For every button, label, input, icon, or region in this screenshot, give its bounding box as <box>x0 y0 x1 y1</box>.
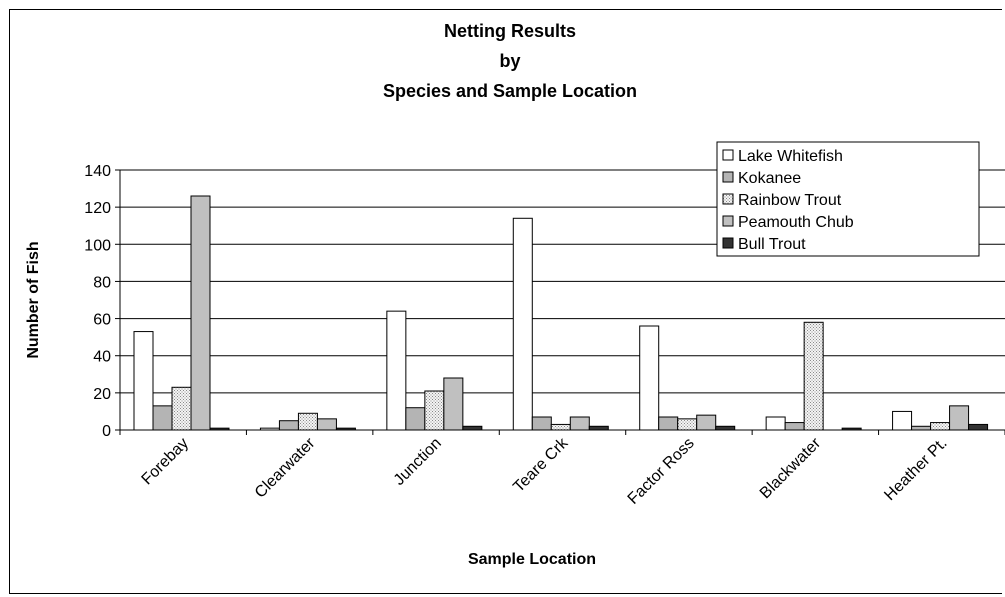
bar-kokanee-3 <box>531 416 552 431</box>
bar-peamouth-chub-1 <box>316 418 337 431</box>
legend-label: Kokanee <box>738 170 801 187</box>
bar-bull-trout-4 <box>715 425 736 431</box>
x-tick-label: Clearwater <box>252 434 319 501</box>
axes <box>119 170 1005 435</box>
x-tick-labels: Forebay Clearwater Junction Teare Crk Factor… <box>139 434 951 508</box>
legend-swatch <box>722 237 734 249</box>
bar-peamouth-chub-0 <box>190 195 211 431</box>
bar-rainbow-trout-3 <box>550 423 571 431</box>
bar-peamouth-chub-4 <box>696 414 717 431</box>
y-tick-labels: 0 20 40 60 80 100 120 140 <box>84 163 111 440</box>
bar-rainbow-trout-0 <box>171 386 192 431</box>
bar-lake-whitefish-0 <box>133 331 154 431</box>
legend-swatch <box>722 193 734 205</box>
bar-lake-whitefish-5 <box>765 416 786 431</box>
y-tick-label: 20 <box>93 386 111 403</box>
x-tick-label: Junction <box>391 435 445 489</box>
bar-bull-trout-2 <box>462 425 483 431</box>
bar-kokanee-0 <box>152 405 173 431</box>
bar-rainbow-trout-6 <box>930 422 951 431</box>
bar-peamouth-chub-2 <box>443 377 464 431</box>
legend-swatch <box>722 215 734 227</box>
y-tick-label: 140 <box>84 163 111 180</box>
y-tick-label: 100 <box>84 237 111 254</box>
legend-label: Rainbow Trout <box>738 192 842 209</box>
legend-swatch <box>722 171 734 183</box>
y-tick-label: 80 <box>93 274 111 291</box>
bar-lake-whitefish-6 <box>892 410 913 431</box>
x-tick-label: Forebay <box>139 435 193 489</box>
bar-peamouth-chub-3 <box>569 416 590 431</box>
y-tick-label: 0 <box>102 423 111 440</box>
y-tick-label: 40 <box>93 349 111 366</box>
chart-title-line-1: Netting Results <box>444 21 576 41</box>
x-tick-label: Heather Pt. <box>881 435 950 504</box>
bar-rainbow-trout-5 <box>803 321 824 431</box>
bar-lake-whitefish-2 <box>386 310 407 431</box>
bar-lake-whitefish-3 <box>512 217 533 431</box>
chart-title-line-3: Species and Sample Location <box>383 81 637 101</box>
chart-frame <box>9 9 1002 594</box>
bar-kokanee-1 <box>278 420 299 431</box>
bar-kokanee-5 <box>784 422 805 431</box>
x-tick-label: Factor Ross <box>625 435 698 508</box>
x-axis-title: Sample Location <box>468 551 596 568</box>
bar-kokanee-6 <box>911 425 932 431</box>
x-tick-label: Teare Crk <box>510 434 572 496</box>
legend-label: Bull Trout <box>738 236 806 253</box>
bar-kokanee-2 <box>405 407 426 431</box>
bar-rainbow-trout-2 <box>424 390 445 431</box>
bar-rainbow-trout-1 <box>297 412 318 431</box>
bar-bull-trout-6 <box>968 423 989 431</box>
y-axis-title: Number of Fish <box>25 241 42 358</box>
x-tick-label: Blackwater <box>757 434 825 502</box>
bar-peamouth-chub-6 <box>949 405 970 431</box>
chart-title-line-2: by <box>499 51 520 71</box>
legend: Lake Whitefish Kokanee Rainbow Trout Peamou… <box>716 141 980 257</box>
legend-swatch <box>722 149 734 161</box>
bars <box>133 195 989 431</box>
bar-bull-trout-3 <box>588 425 609 431</box>
y-tick-label: 120 <box>84 200 111 217</box>
legend-label: Lake Whitefish <box>738 148 843 165</box>
legend-box <box>716 141 980 257</box>
bar-kokanee-4 <box>658 416 679 431</box>
bar-lake-whitefish-4 <box>639 325 660 431</box>
y-tick-label: 60 <box>93 312 111 329</box>
legend-label: Peamouth Chub <box>738 214 854 231</box>
bar-rainbow-trout-4 <box>677 418 698 431</box>
